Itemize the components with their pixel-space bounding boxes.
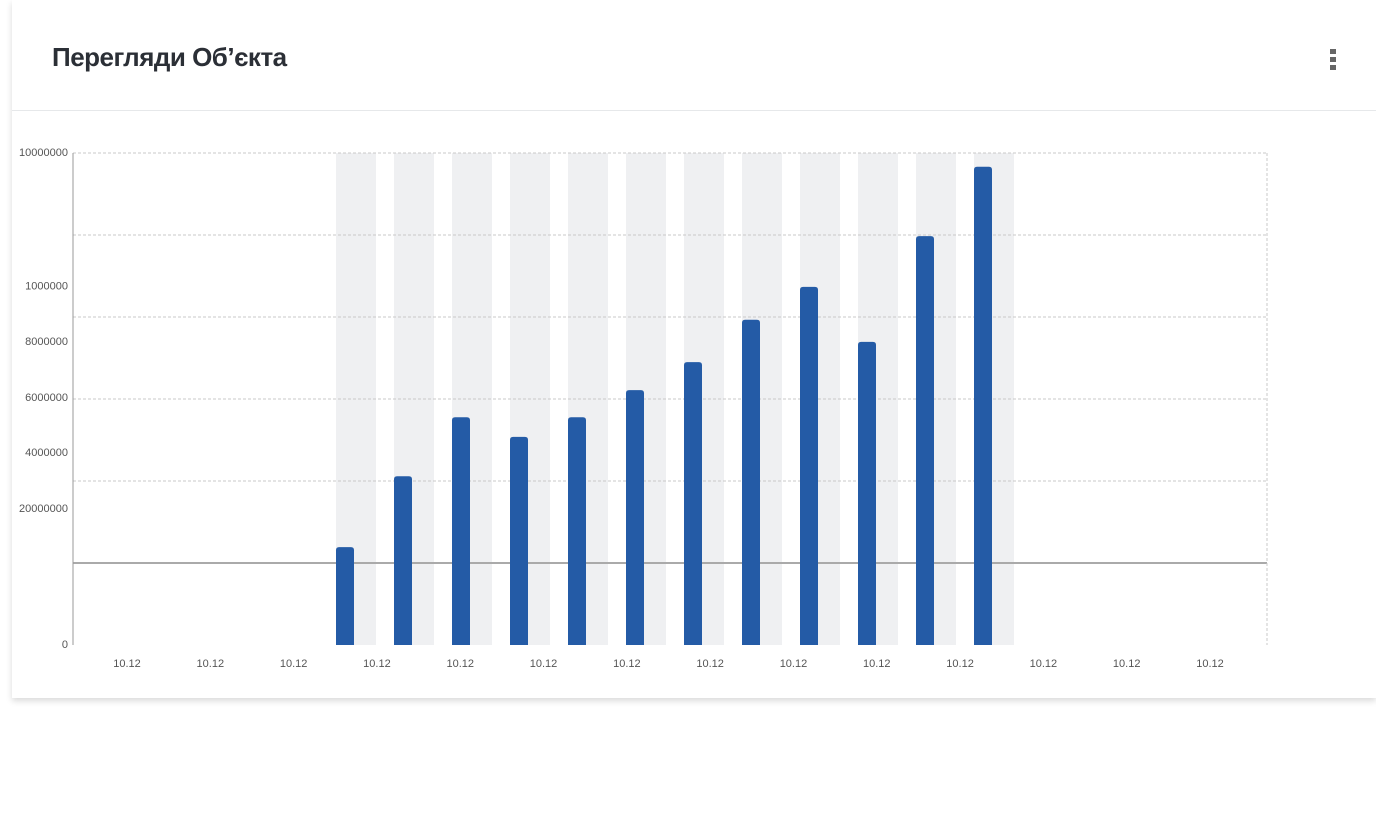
x-tick-label: 10.12 [780, 658, 808, 670]
x-tick-label: 10.12 [1030, 658, 1058, 670]
x-tick-label: 10.12 [530, 658, 558, 670]
chart: 0 20000000 4000000 6000000 8000000 1000000 100… [19, 147, 1268, 670]
bar [568, 417, 586, 645]
y-tick-label: 1000000 [25, 281, 68, 293]
x-tick-label: 10.12 [197, 658, 225, 670]
y-tick-label: 10000000 [19, 147, 68, 159]
bar [916, 236, 934, 645]
y-tick-label: 20000000 [19, 503, 68, 515]
x-tick-label: 10.12 [446, 658, 474, 670]
bar [742, 319, 760, 645]
y-tick-label: 6000000 [25, 392, 68, 404]
x-tick-label: 10.12 [863, 658, 891, 670]
bar [394, 476, 412, 645]
x-tick-label: 10.12 [1196, 658, 1224, 670]
bar [336, 547, 354, 645]
bar [510, 436, 528, 645]
x-tick-label: 10.12 [946, 658, 974, 670]
x-tick-label: 10.12 [113, 658, 141, 670]
x-tick-label: 10.12 [363, 658, 391, 670]
y-tick-label: 0 [62, 639, 68, 651]
menu-button[interactable] [1328, 47, 1338, 73]
card-title: Перегляди Об’єкта [52, 42, 287, 72]
x-tick-label: 10.12 [280, 658, 308, 670]
bar [800, 286, 818, 645]
bar [626, 390, 644, 645]
x-tick-label: 10.12 [696, 658, 724, 670]
bar [684, 362, 702, 645]
bar [974, 166, 992, 645]
bar [452, 417, 470, 645]
separator [12, 110, 1376, 111]
bar [858, 341, 876, 645]
x-tick-label: 10.12 [613, 658, 641, 670]
x-tick-label: 10.12 [1113, 658, 1141, 670]
y-tick-label: 4000000 [25, 447, 68, 459]
y-tick-label: 8000000 [25, 336, 68, 348]
